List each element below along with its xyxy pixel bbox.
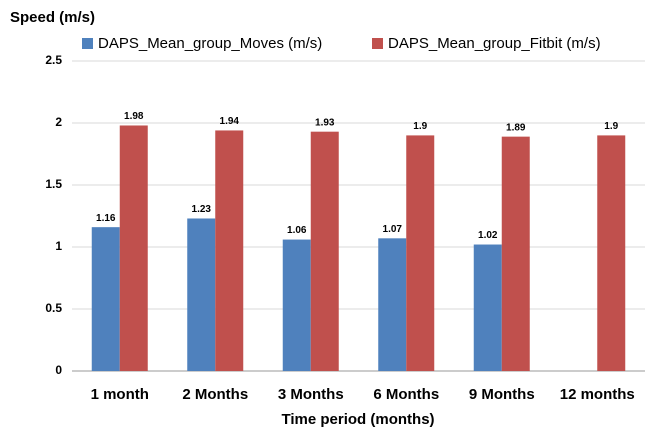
bar xyxy=(310,131,339,371)
y-tick-label: 0.5 xyxy=(45,301,62,315)
x-tick-label: 2 Months xyxy=(182,386,248,403)
value-label: 1.93 xyxy=(315,117,335,128)
bar xyxy=(406,135,435,371)
legend-label: DAPS_Mean_group_Fitbit (m/s) xyxy=(388,35,601,52)
legend-label: DAPS_Mean_group_Moves (m/s) xyxy=(98,35,322,52)
y-tick-label: 1 xyxy=(55,239,62,253)
legend-swatch xyxy=(82,38,93,49)
value-label: 1.98 xyxy=(124,111,144,122)
bar xyxy=(597,135,626,371)
x-tick-label: 9 Months xyxy=(469,386,535,403)
bar xyxy=(187,218,216,371)
y-tick-label: 1.5 xyxy=(45,177,62,191)
bar xyxy=(91,227,120,371)
value-label: 1.07 xyxy=(383,224,403,235)
value-label: 1.16 xyxy=(96,213,116,224)
value-label: 1.06 xyxy=(287,225,307,236)
x-axis-title: Time period (months) xyxy=(281,411,434,428)
value-label: 1.9 xyxy=(413,121,427,132)
x-tick-label: 3 Months xyxy=(278,386,344,403)
x-tick-label: 1 month xyxy=(91,386,149,403)
value-label: 1.02 xyxy=(478,230,498,241)
bar xyxy=(119,125,148,371)
bar xyxy=(378,238,407,371)
y-axis-title: Speed (m/s) xyxy=(10,9,95,26)
y-tick-label: 2.5 xyxy=(45,53,62,67)
legend-swatch xyxy=(372,38,383,49)
x-tick-label: 12 months xyxy=(560,386,635,403)
bar xyxy=(282,239,311,371)
value-label: 1.9 xyxy=(604,121,618,132)
bar xyxy=(215,130,244,371)
y-tick-label: 0 xyxy=(55,363,62,377)
y-tick-label: 2 xyxy=(55,115,62,129)
value-label: 1.89 xyxy=(506,122,526,133)
bar xyxy=(473,244,502,371)
x-tick-label: 6 Months xyxy=(373,386,439,403)
value-label: 1.94 xyxy=(220,116,240,127)
bar xyxy=(501,136,530,371)
value-label: 1.23 xyxy=(192,204,212,215)
